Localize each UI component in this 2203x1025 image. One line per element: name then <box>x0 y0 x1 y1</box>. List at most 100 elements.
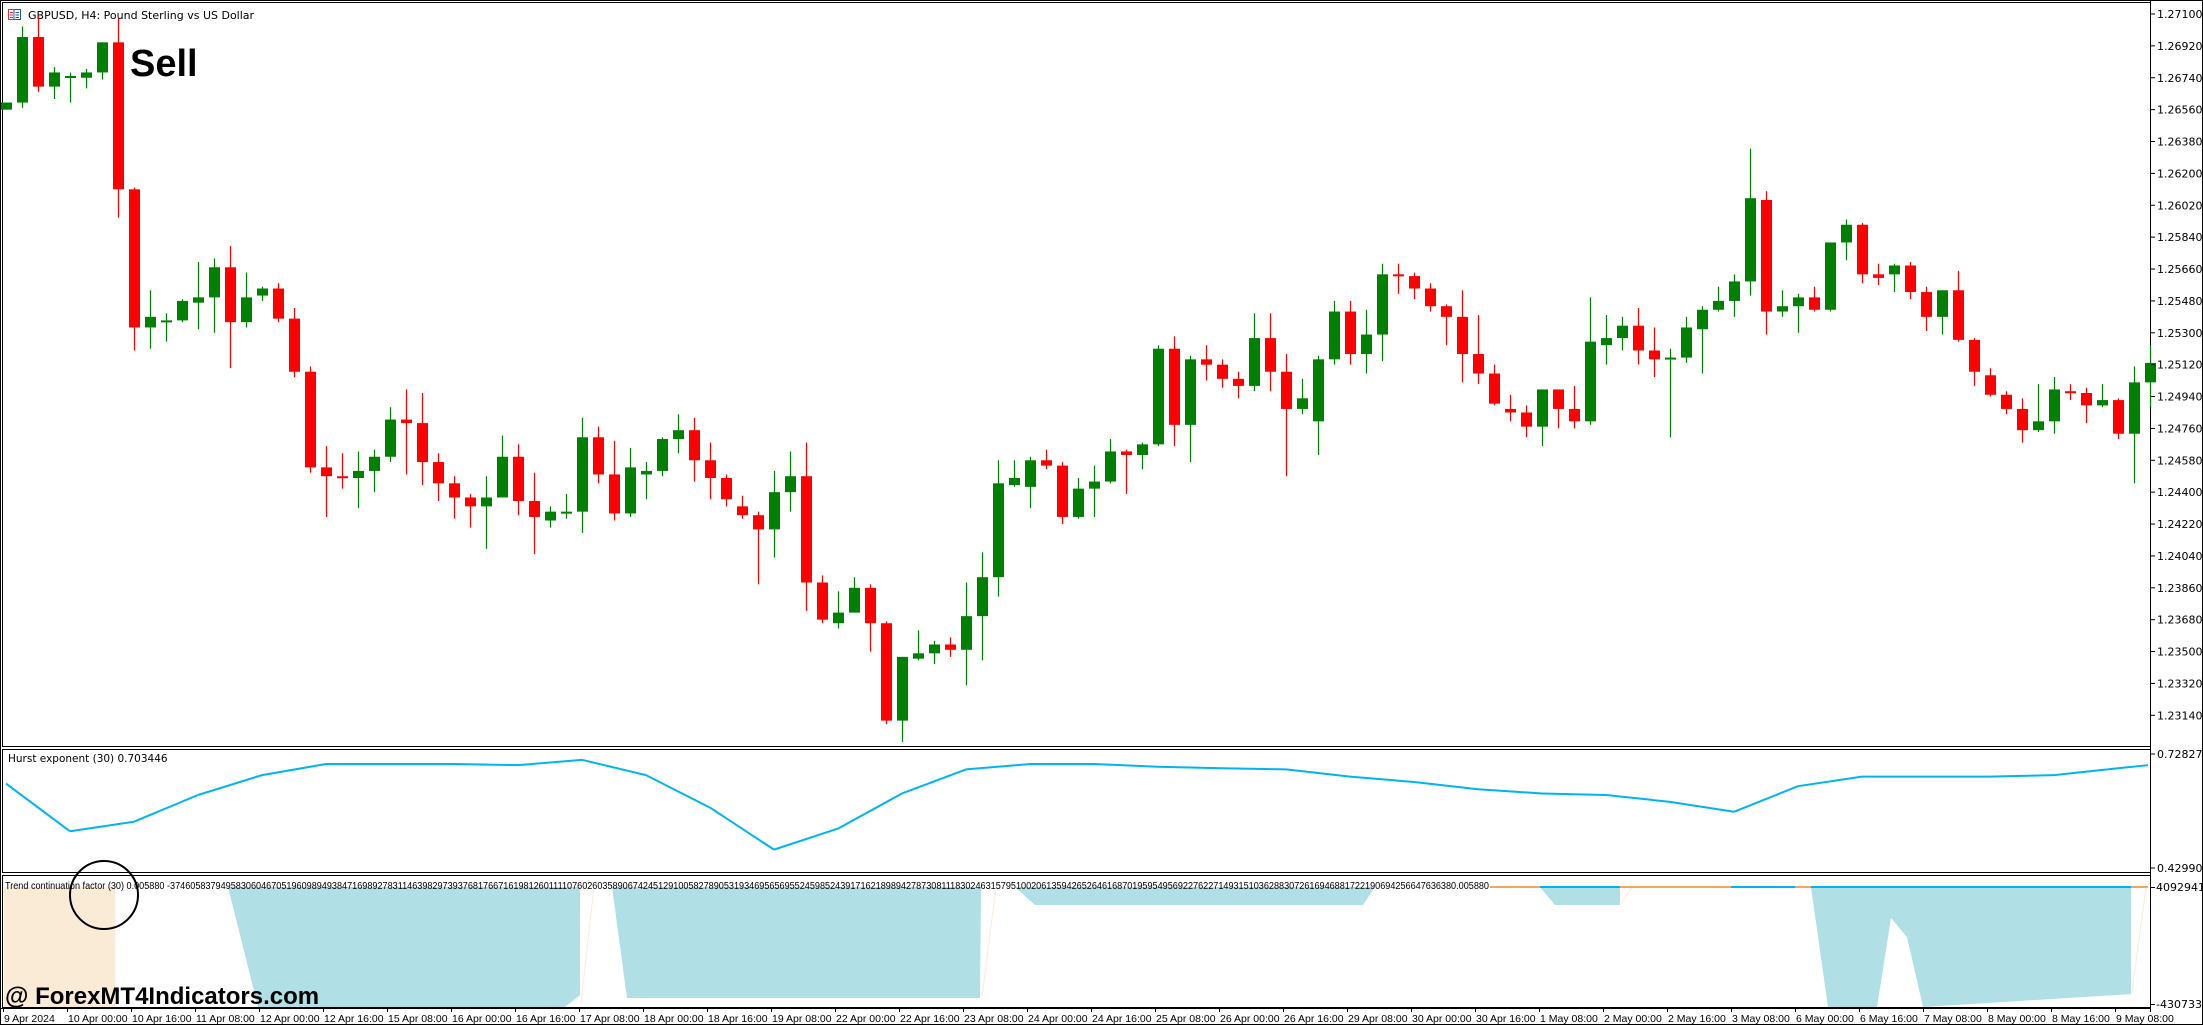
candle-body <box>481 497 492 507</box>
bull-candle <box>929 640 940 664</box>
hurst-segment <box>517 758 583 767</box>
candle-body <box>1681 327 1692 358</box>
bull-candle <box>1 102 12 110</box>
candle-body <box>1185 359 1196 425</box>
candle-body <box>513 456 524 502</box>
bull-candle <box>1841 219 1852 261</box>
hurst-segment <box>901 768 967 795</box>
watermark-text: @ ForexMT4Indicators.com <box>5 983 319 1010</box>
tcf-axis-max: 4092941455 <box>2156 881 2203 894</box>
tcf-label-clip: Trend continuation factor (30) 0.005880 … <box>5 881 1489 892</box>
candle-body <box>1009 478 1020 486</box>
candle-body <box>849 587 860 613</box>
bear-candle <box>1041 449 1052 470</box>
candle-body <box>833 612 844 624</box>
candle-body <box>1089 481 1100 489</box>
main-price-panel[interactable] <box>2 2 2151 747</box>
candle-body <box>1665 357 1676 360</box>
bull-candle <box>1617 316 1628 351</box>
candle-body <box>529 501 540 517</box>
hurst-panel[interactable] <box>2 749 2151 873</box>
candle-body <box>33 37 44 87</box>
price-tick-label: 1.24400 <box>2157 486 2203 499</box>
candle-body <box>945 644 956 650</box>
bear-candle <box>2017 398 2028 443</box>
time-tick-label: 10 Apr 00:00 <box>68 1013 128 1025</box>
time-axis[interactable]: 9 Apr 2024 10 Apr 00:00 10 Apr 16:00 11 Apr… <box>0 1008 2174 1025</box>
price-tick-label: 1.26380 <box>2157 136 2203 149</box>
tcf-transition-line <box>981 886 997 998</box>
bear-candle <box>1649 327 1660 378</box>
candle-body <box>1361 334 1372 355</box>
bull-candle <box>481 476 492 549</box>
candle-body <box>2097 400 2108 406</box>
candle-body <box>1953 290 1964 340</box>
candle-body <box>1041 460 1052 466</box>
candle-body <box>1057 465 1068 517</box>
bear-candle <box>1425 283 1436 312</box>
time-tick-label: 8 May 16:00 <box>2052 1013 2110 1025</box>
bear-candle <box>945 637 956 657</box>
highlight-circle <box>69 860 139 930</box>
bull-candle <box>209 258 220 333</box>
bear-candle <box>705 442 716 500</box>
bear-candle <box>1393 263 1404 294</box>
candle-body <box>1713 300 1724 310</box>
bear-candle <box>1969 338 1980 386</box>
hurst-segment <box>645 774 711 809</box>
time-tick-label: 24 Apr 16:00 <box>1092 1013 1152 1025</box>
candle-body <box>1377 274 1388 335</box>
candle-body <box>705 460 716 479</box>
candle-body <box>657 439 668 471</box>
bull-candle <box>897 656 908 742</box>
candle-body <box>1633 325 1644 351</box>
bear-candle <box>609 440 620 521</box>
bull-candle <box>577 417 588 533</box>
candle-body <box>1521 412 1532 427</box>
time-tick-label: 29 Apr 08:00 <box>1348 1013 1408 1025</box>
candle-body <box>497 456 508 498</box>
candle-body <box>241 297 252 323</box>
price-tick-label: 1.23140 <box>2157 709 2203 722</box>
candle-body <box>1297 398 1308 409</box>
hurst-segment <box>1605 793 1671 803</box>
bear-candle <box>1345 300 1356 365</box>
bear-candle <box>1873 263 1884 285</box>
bull-candle <box>241 272 252 328</box>
candle-body <box>1617 325 1628 339</box>
candle-body <box>1793 297 1804 307</box>
bull-candle <box>641 462 652 500</box>
bear-candle <box>1985 368 1996 397</box>
candle-body <box>369 456 380 471</box>
bear-candle <box>529 472 540 555</box>
time-tick-label: 15 Apr 08:00 <box>388 1013 448 1025</box>
candle-body <box>1121 451 1132 455</box>
candle-body <box>273 288 284 319</box>
bull-candle <box>1889 263 1900 293</box>
candle-body <box>209 267 220 298</box>
bull-candle <box>961 582 972 686</box>
candle-body <box>753 515 764 530</box>
bull-candle <box>2129 366 2140 484</box>
candle-body <box>2033 421 2044 431</box>
candle-body <box>801 476 812 583</box>
candle-body <box>2081 392 2092 406</box>
hurst-segment <box>69 820 135 833</box>
bull-candle <box>849 577 860 613</box>
candle-body <box>577 437 588 512</box>
candle-body <box>1441 306 1452 317</box>
bear-candle <box>1409 272 1420 300</box>
candle-body <box>545 511 556 521</box>
candle-body <box>1489 373 1500 404</box>
candle-body <box>1025 460 1036 487</box>
tcf-fill-area <box>4 887 115 1007</box>
candle-body <box>673 430 684 440</box>
hurst-segment <box>1349 775 1415 783</box>
hurst-segment <box>965 763 1031 771</box>
price-axis[interactable]: 1.27100 1.26920 1.26740 1.26560 1.26380 1.262… <box>2151 8 2203 722</box>
candle-body <box>17 37 28 103</box>
price-tick-label: 1.24040 <box>2157 550 2203 563</box>
bull-candle <box>1601 315 1612 365</box>
